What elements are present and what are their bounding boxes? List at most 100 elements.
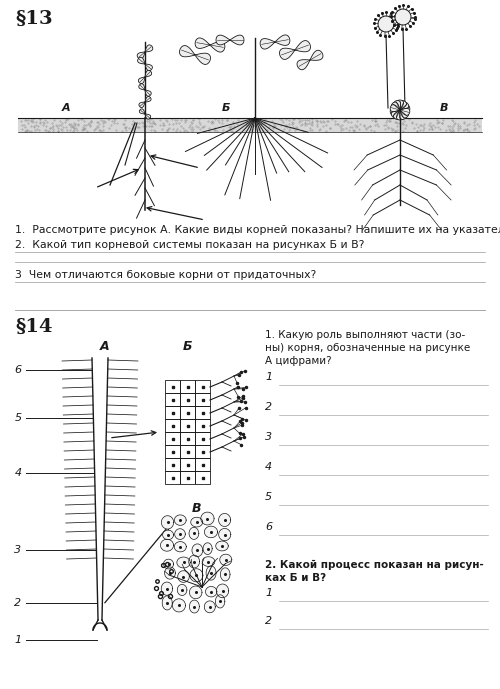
- Text: 3: 3: [265, 432, 272, 442]
- Polygon shape: [140, 109, 150, 119]
- Polygon shape: [192, 544, 203, 557]
- Polygon shape: [216, 595, 225, 608]
- Text: 2: 2: [14, 598, 21, 608]
- Text: 4: 4: [14, 468, 21, 478]
- Text: 1: 1: [265, 588, 272, 598]
- Polygon shape: [178, 584, 187, 595]
- Polygon shape: [260, 35, 290, 49]
- Polygon shape: [191, 517, 202, 527]
- Polygon shape: [392, 102, 408, 118]
- Bar: [18, 118, 482, 132]
- Polygon shape: [280, 41, 310, 59]
- Polygon shape: [390, 105, 410, 115]
- Polygon shape: [218, 513, 230, 526]
- Polygon shape: [190, 568, 203, 582]
- Bar: [180, 432, 195, 445]
- Polygon shape: [139, 84, 151, 96]
- Bar: [165, 432, 180, 445]
- Polygon shape: [220, 554, 232, 566]
- Text: §14: §14: [15, 318, 52, 336]
- Polygon shape: [139, 96, 151, 107]
- Bar: [195, 458, 210, 471]
- Polygon shape: [203, 543, 212, 555]
- Text: 1.  Рассмотрите рисунок А. Какие виды корней показаны? Напишите их на указателях: 1. Рассмотрите рисунок А. Какие виды кор…: [15, 225, 500, 235]
- Polygon shape: [218, 528, 231, 541]
- Bar: [195, 393, 210, 406]
- Polygon shape: [394, 101, 406, 119]
- Polygon shape: [189, 555, 200, 568]
- Text: §13: §13: [15, 10, 52, 28]
- Polygon shape: [164, 567, 175, 579]
- Bar: [165, 393, 180, 406]
- Bar: [165, 419, 180, 432]
- Bar: [180, 471, 195, 484]
- Text: Б: Б: [222, 103, 230, 113]
- Text: А: А: [100, 340, 110, 353]
- Polygon shape: [201, 512, 214, 525]
- Bar: [165, 380, 180, 393]
- Circle shape: [378, 16, 394, 32]
- Polygon shape: [392, 102, 408, 118]
- Text: 2: 2: [265, 616, 272, 626]
- Bar: [180, 380, 195, 393]
- Text: А: А: [62, 103, 70, 113]
- Polygon shape: [162, 515, 173, 529]
- Bar: [165, 471, 180, 484]
- Text: 2. Какой процесс показан на рисун-: 2. Какой процесс показан на рисун-: [265, 560, 484, 570]
- Polygon shape: [390, 105, 410, 115]
- Polygon shape: [174, 515, 186, 525]
- Text: 1: 1: [14, 635, 21, 645]
- Polygon shape: [297, 50, 323, 70]
- Polygon shape: [137, 45, 153, 59]
- Bar: [180, 393, 195, 406]
- Polygon shape: [162, 596, 172, 610]
- Text: 6: 6: [265, 522, 272, 532]
- Polygon shape: [180, 45, 210, 65]
- Text: ках Б и В?: ках Б и В?: [265, 573, 326, 583]
- Bar: [180, 406, 195, 419]
- Polygon shape: [216, 584, 228, 597]
- Polygon shape: [216, 541, 228, 551]
- Polygon shape: [206, 586, 217, 597]
- Text: 2: 2: [265, 402, 272, 412]
- Text: В: В: [440, 103, 448, 113]
- Text: 2.  Какой тип корневой системы показан на рисунках Б и В?: 2. Какой тип корневой системы показан на…: [15, 240, 364, 250]
- Polygon shape: [204, 526, 218, 537]
- Polygon shape: [189, 527, 199, 539]
- Text: В: В: [192, 502, 202, 515]
- Polygon shape: [178, 570, 190, 582]
- Text: 5: 5: [265, 492, 272, 502]
- Bar: [180, 419, 195, 432]
- Bar: [180, 458, 195, 471]
- Bar: [180, 445, 195, 458]
- Polygon shape: [138, 70, 151, 83]
- Polygon shape: [216, 35, 244, 45]
- Polygon shape: [138, 57, 152, 71]
- Text: 1. Какую роль выполняют части (зо-: 1. Какую роль выполняют части (зо-: [265, 330, 465, 340]
- Polygon shape: [204, 601, 216, 613]
- Bar: [195, 445, 210, 458]
- Text: 5: 5: [14, 413, 21, 423]
- Polygon shape: [190, 586, 202, 599]
- Polygon shape: [396, 100, 404, 120]
- Bar: [165, 445, 180, 458]
- Polygon shape: [394, 101, 406, 119]
- Polygon shape: [220, 568, 230, 581]
- Polygon shape: [177, 557, 190, 568]
- Text: 3  Чем отличаются боковые корни от придаточных?: 3 Чем отличаются боковые корни от придат…: [15, 270, 316, 280]
- Text: Б: Б: [183, 340, 192, 353]
- Polygon shape: [160, 539, 173, 551]
- Polygon shape: [195, 38, 225, 52]
- Bar: [165, 458, 180, 471]
- Bar: [165, 406, 180, 419]
- Text: 4: 4: [265, 462, 272, 472]
- Bar: [195, 406, 210, 419]
- Text: 1: 1: [265, 372, 272, 382]
- Circle shape: [395, 9, 411, 25]
- Polygon shape: [162, 582, 172, 595]
- Polygon shape: [162, 530, 173, 539]
- Text: ны) корня, обозначенные на рисунке: ны) корня, обозначенные на рисунке: [265, 343, 470, 353]
- Text: 3: 3: [14, 545, 21, 555]
- Polygon shape: [202, 557, 215, 566]
- Bar: [195, 419, 210, 432]
